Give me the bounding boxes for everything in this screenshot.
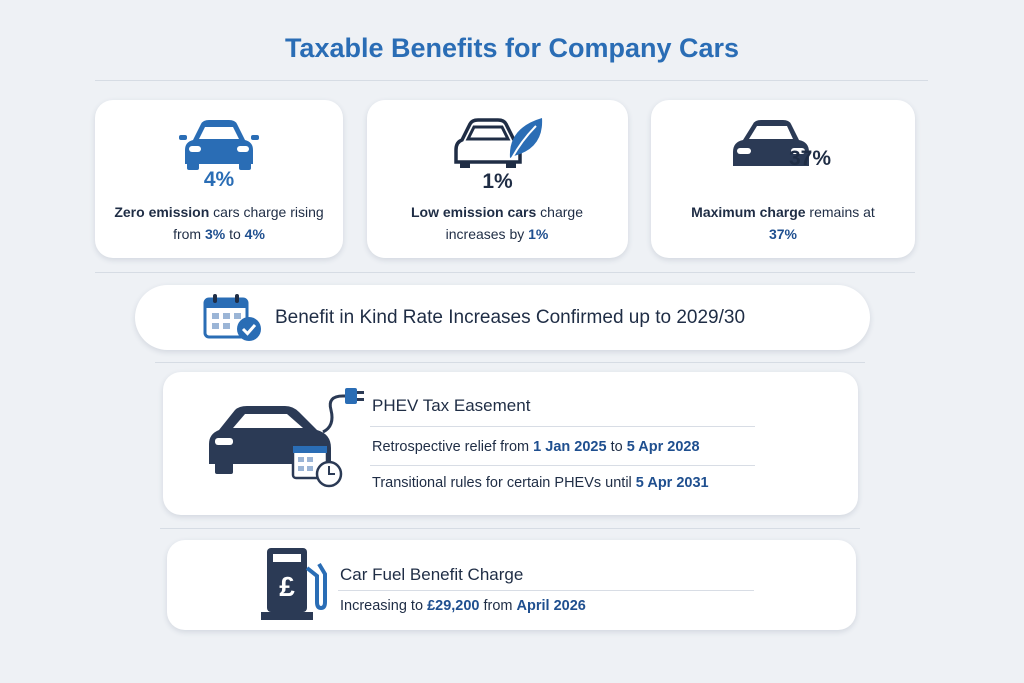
text-run: from <box>479 598 517 614</box>
text-run: Low emission cars <box>411 204 537 220</box>
card-value: 37% <box>789 147 832 170</box>
car-icon <box>733 120 809 166</box>
divider <box>155 362 865 363</box>
separator <box>338 590 754 591</box>
text-run: 5 Apr 2031 <box>635 475 709 491</box>
card: 1% Low emission cars charge increases by… <box>367 100 628 258</box>
text-run: to <box>225 226 245 242</box>
text-run: £29,200 <box>427 598 480 614</box>
text-run: 37% <box>768 226 798 242</box>
card: 37% Maximum charge remains at 37% <box>651 100 915 258</box>
text-run: 1% <box>528 226 549 242</box>
card-description: Low emission cars charge increases by 1% <box>397 201 597 245</box>
detail-line: Increasing to £29,200 from April 2026 <box>340 598 586 614</box>
phev-card: PHEV Tax Easement Retrospective relief f… <box>163 372 858 515</box>
divider <box>95 272 915 273</box>
text-run: charge increases by <box>445 204 587 242</box>
separator <box>370 426 755 427</box>
text-run: 4% <box>244 226 265 242</box>
text-run: 3% <box>204 226 226 242</box>
detail-line: Transitional rules for certain PHEVs unt… <box>372 475 709 491</box>
section-title: PHEV Tax Easement <box>372 396 531 415</box>
text-run: remains at <box>805 204 879 220</box>
card-description: Zero emission cars charge rising from 3%… <box>109 201 329 245</box>
text-run: cars charge rising from <box>173 204 328 242</box>
card-value: 1% <box>482 170 513 193</box>
separator <box>370 465 755 466</box>
car-icon <box>179 120 259 170</box>
phev-icon <box>209 388 364 488</box>
pump-symbol: £ <box>279 571 295 602</box>
text-run: to <box>606 439 627 455</box>
calendar-check-icon <box>203 294 261 341</box>
text-run: April 2026 <box>516 598 586 614</box>
text-run: Zero emission <box>114 204 210 220</box>
divider <box>160 528 860 529</box>
divider <box>95 80 928 81</box>
text-run: Transitional rules for certain PHEVs unt… <box>372 475 636 491</box>
banner: Benefit in Kind Rate Increases Confirmed… <box>135 285 870 350</box>
fuel-card: £ Car Fuel Benefit Charge Increasing to … <box>167 540 856 630</box>
banner-text: Benefit in Kind Rate Increases Confirmed… <box>275 307 746 328</box>
text-run: 1 Jan 2025 <box>533 439 607 455</box>
card-value: 4% <box>203 168 235 191</box>
text-run: Retrospective relief from <box>372 439 534 455</box>
text-run: Maximum charge <box>691 204 806 220</box>
page-title: Taxable Benefits for Company Cars <box>284 33 740 63</box>
car-leaf-icon <box>454 118 543 168</box>
card-description: Maximum charge remains at 37% <box>683 201 883 245</box>
detail-line: Retrospective relief from 1 Jan 2025 to … <box>372 439 700 455</box>
fuel-pump-icon: £ <box>261 548 327 620</box>
text-run: 5 Apr 2028 <box>626 439 700 455</box>
section-title: Car Fuel Benefit Charge <box>340 565 524 584</box>
text-run: Increasing to <box>340 598 428 614</box>
card: 4% Zero emission cars charge rising from… <box>95 100 343 258</box>
